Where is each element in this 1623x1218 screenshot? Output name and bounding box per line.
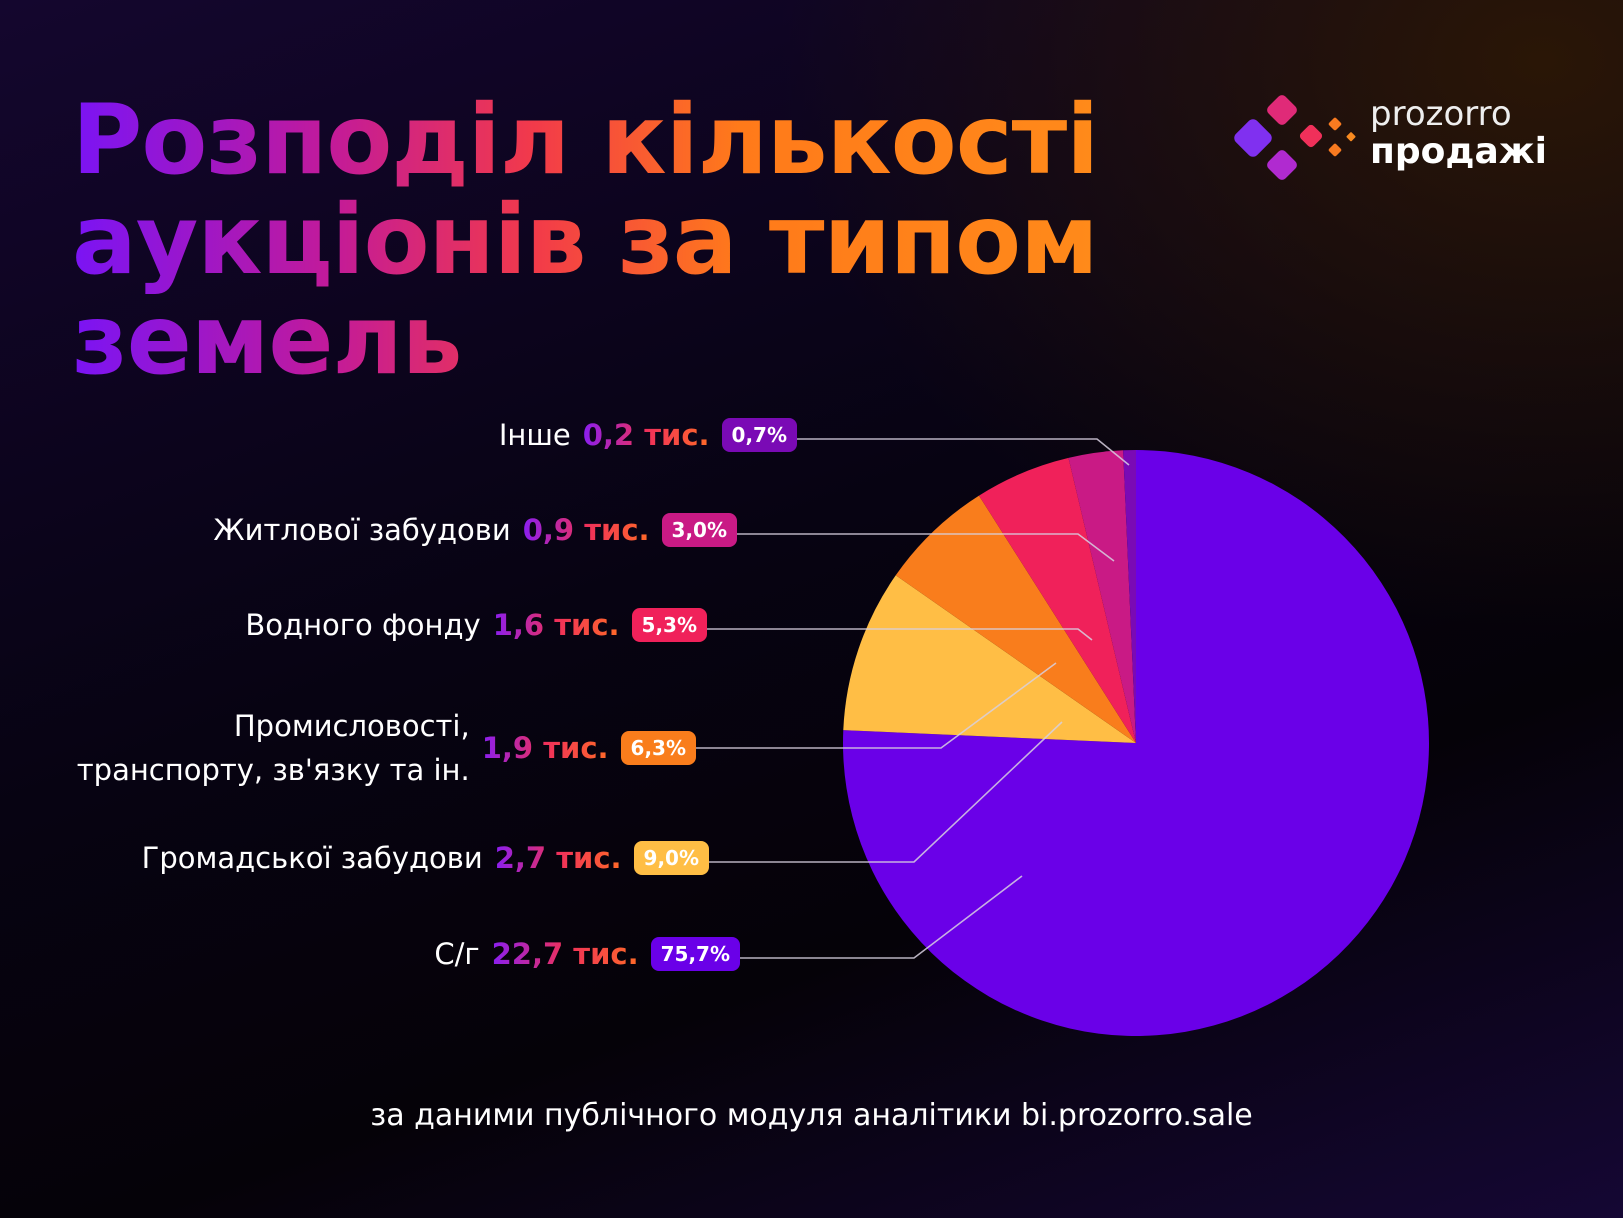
label-name: Промисловості, транспорту, зв'язку та ін… (77, 704, 470, 792)
leader-line-sg (740, 875, 1023, 959)
percent-badge: 9,0% (633, 841, 709, 875)
logo-diamonds-icon (1234, 95, 1356, 180)
label-promyslovosti: Промисловості, транспорту, зв'язку та ін… (77, 704, 696, 792)
label-value: 1,6 тис. (492, 608, 620, 642)
leader-line-vodnoho (707, 628, 1093, 641)
pie-slice (895, 495, 1136, 743)
label-name-line-2: транспорту, зв'язку та ін. (76, 753, 470, 787)
percent-badge: 3,0% (661, 513, 737, 547)
source-note: за даними публічного модуля аналітики bi… (370, 1098, 1253, 1133)
leader-line-promyslovosti (696, 662, 1057, 749)
prozorro-logo: prozorro продажі (1230, 95, 1550, 185)
label-value: 1,9 тис. (481, 731, 609, 765)
label-inshe: Інше 0,2 тис. 0,7% (499, 418, 797, 452)
label-value: 22,7 тис. (491, 937, 639, 971)
percent-badge: 6,3% (620, 731, 696, 765)
leader-line-hromadskoi (709, 721, 1063, 863)
percent-badge: 0,7% (721, 418, 797, 452)
label-value: 0,2 тис. (582, 418, 710, 452)
logo-text-prozorro: prozorro (1370, 94, 1512, 134)
pie-slice (979, 457, 1136, 743)
label-name: Інше (498, 418, 571, 452)
label-name: Громадської забудови (141, 841, 483, 875)
pie-slice (1068, 450, 1136, 743)
label-value: 0,9 тис. (522, 513, 650, 547)
percent-badge: 5,3% (631, 608, 707, 642)
label-hromadskoi: Громадської забудови 2,7 тис. 9,0% (142, 841, 709, 875)
label-zhytlovoi: Житлової забудови 0,9 тис. 3,0% (213, 513, 737, 547)
logo-text-prodazhi: продажі (1370, 131, 1547, 172)
label-name: Житлової забудови (213, 513, 511, 547)
pie-slice (1123, 450, 1136, 743)
label-name: С/г (434, 937, 480, 971)
label-name-line-1: Промисловості, (233, 709, 470, 743)
label-sg: С/г 22,7 тис. 75,7% (434, 937, 740, 971)
label-vodnoho: Водного фонду 1,6 тис. 5,3% (245, 608, 707, 642)
label-name: Водного фонду (245, 608, 481, 642)
percent-badge: 75,7% (650, 937, 740, 971)
leader-line-zhytlovoi (737, 533, 1115, 562)
label-value: 2,7 тис. (494, 841, 622, 875)
pie-slice (843, 575, 1136, 743)
leader-line-inshe (797, 438, 1130, 466)
